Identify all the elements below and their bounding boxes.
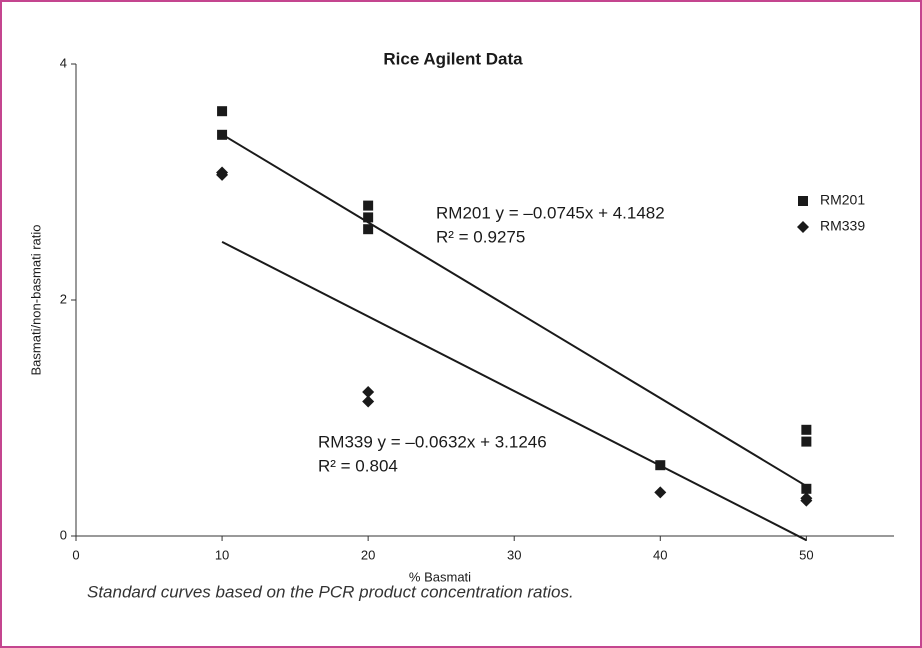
x-axis-label: % Basmati [409, 569, 471, 584]
y-tick-label: 2 [60, 291, 67, 306]
legend-label: RM339 [820, 218, 865, 234]
point [655, 460, 666, 471]
point [362, 395, 375, 408]
point [363, 212, 374, 223]
x-tick-label: 40 [653, 547, 667, 562]
point [217, 129, 228, 140]
y-axis-label: Basmati/non-basmati ratio [28, 224, 43, 375]
x-tick-label: 0 [72, 547, 79, 562]
trendline [221, 133, 807, 487]
caption: Standard curves based on the PCR product… [87, 582, 574, 601]
y-tick-label: 4 [60, 55, 67, 70]
point [801, 436, 812, 447]
x-tick-label: 30 [507, 547, 521, 562]
point [801, 424, 812, 435]
point [801, 483, 812, 494]
point [363, 200, 374, 211]
point [800, 494, 813, 507]
trendline [221, 240, 807, 542]
trendline-equation: RM201 y = –0.0745x + 4.1482 [436, 203, 665, 222]
trendline-r2: R² = 0.9275 [436, 227, 525, 246]
trendline-r2: R² = 0.804 [318, 456, 398, 475]
x-tick-label: 10 [215, 547, 229, 562]
point [363, 224, 374, 235]
point [217, 106, 228, 117]
legend-marker [797, 221, 809, 233]
y-tick-label: 0 [60, 527, 67, 542]
point [362, 386, 375, 399]
x-tick-label: 20 [361, 547, 375, 562]
point [216, 168, 229, 181]
x-tick-label: 50 [799, 547, 813, 562]
legend-marker [798, 196, 808, 206]
trendline-equation: RM339 y = –0.0632x + 3.1246 [318, 432, 547, 451]
point [654, 486, 667, 499]
chart-title: Rice Agilent Data [383, 49, 523, 68]
legend-label: RM201 [820, 192, 865, 208]
